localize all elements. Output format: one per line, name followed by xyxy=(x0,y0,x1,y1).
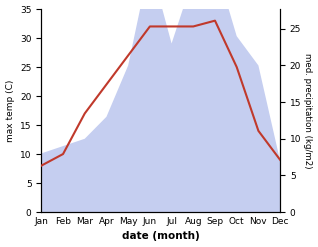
Y-axis label: med. precipitation (kg/m2): med. precipitation (kg/m2) xyxy=(303,53,313,168)
X-axis label: date (month): date (month) xyxy=(122,231,200,242)
Y-axis label: max temp (C): max temp (C) xyxy=(5,79,15,142)
